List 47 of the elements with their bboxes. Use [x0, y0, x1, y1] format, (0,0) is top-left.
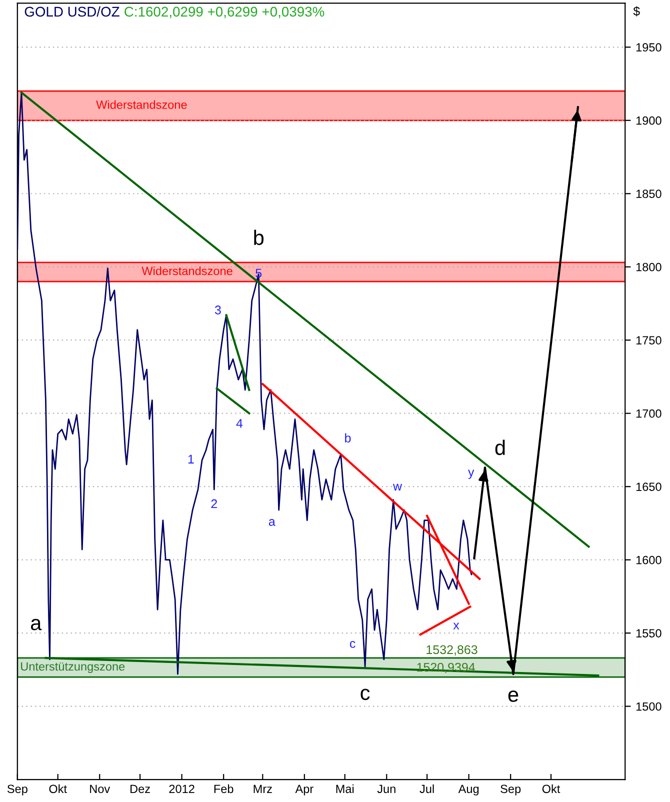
annotation: b	[254, 230, 264, 246]
y-axis-title: $	[633, 6, 640, 16]
annotation: 1532,863	[426, 645, 478, 656]
annotation: 2	[211, 499, 217, 508]
y-tick-label: 1850	[636, 190, 662, 198]
band-label: Unterstützungszone	[21, 662, 125, 673]
y-tick-label: 1550	[636, 629, 662, 638]
y-tick-label: 1700	[636, 409, 662, 418]
annotation: e	[508, 690, 518, 702]
x-tick-label: Jun	[377, 784, 396, 794]
y-tick-label: 1500	[636, 702, 662, 711]
annotation: x	[453, 622, 460, 630]
x-tick-label: Sep	[500, 784, 521, 796]
y-tick-label: 1900	[636, 116, 662, 125]
x-tick-label: 2012	[169, 784, 194, 794]
chart-title: GOLD USD/OZ	[24, 6, 120, 17]
x-tick-label: Feb	[214, 784, 234, 794]
annotation: 1	[188, 454, 194, 464]
annotation: 5	[256, 268, 262, 278]
annotation: c	[360, 688, 370, 700]
annotation: 4	[236, 419, 243, 428]
x-tick-label: Okt	[542, 784, 560, 794]
band-label: Widerstandszone	[142, 266, 232, 276]
annotation: b	[345, 433, 351, 442]
annotation: y	[468, 470, 474, 479]
x-tick-label: Apr	[295, 784, 314, 796]
x-tick-label: Sep	[7, 784, 28, 796]
annotation: a	[268, 519, 276, 526]
x-tick-label: Dez	[130, 784, 150, 794]
y-tick-label: 1750	[636, 336, 662, 344]
x-tick-label: Mai	[336, 784, 354, 794]
y-tick-label: 1650	[636, 482, 662, 491]
annotation: w	[392, 484, 402, 491]
y-tick-label: 1950	[636, 43, 662, 52]
x-tick-label: Okt	[49, 784, 67, 794]
x-tick-label: Jul	[420, 784, 434, 794]
annotation: a	[30, 618, 42, 630]
x-tick-label: Nov	[90, 784, 110, 794]
chart-subtitle: C:1602,0299 +0,6299 +0,0393%	[124, 6, 324, 18]
x-tick-label: Mrz	[254, 784, 272, 793]
annotation: 3	[214, 306, 221, 314]
annotation: d	[495, 440, 505, 456]
y-tick-label: 1600	[636, 556, 662, 564]
y-tick-label: 1800	[636, 262, 662, 272]
band-label: Widerstandszone	[96, 100, 187, 109]
x-tick-label: Aug	[458, 784, 479, 796]
annotation: c	[350, 641, 356, 648]
